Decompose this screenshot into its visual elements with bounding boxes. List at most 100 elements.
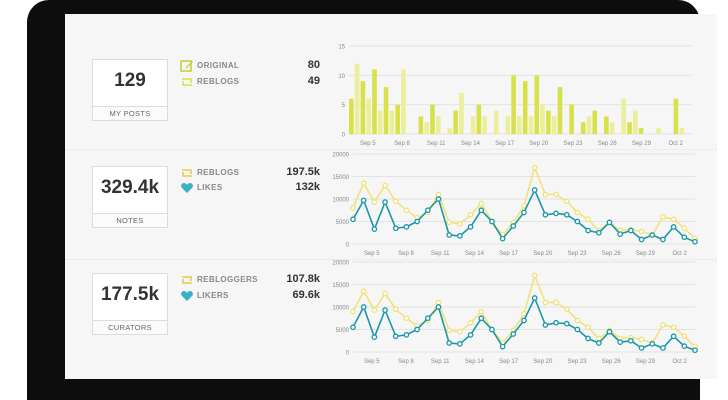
bar [349,98,354,134]
data-point [467,211,474,218]
bar [366,98,371,134]
x-tick-label: Sep 17 [499,359,519,365]
bar [627,122,632,134]
x-tick-label: Sep 5 [364,251,380,257]
bar [372,69,377,134]
x-tick-label: Sep 11 [431,359,450,365]
curators-label: CURATORS [93,320,167,334]
legend-original: ORIGINAL 80 [180,59,320,73]
data-point [681,234,688,241]
x-tick-label: Sep 14 [465,251,485,257]
y-tick-label: 10 [338,74,345,80]
x-tick-label: Sep 14 [465,359,485,365]
bar [482,116,487,134]
data-point [457,341,463,347]
data-point [435,299,442,306]
data-point [542,211,549,218]
data-point [467,332,474,338]
bar [540,104,545,134]
heart-icon [181,183,193,193]
bar [505,116,511,134]
data-point [617,339,624,345]
bar [534,75,540,134]
y-tick-label: 0 [342,133,346,139]
row-divider [65,149,717,150]
bar [511,75,516,134]
x-tick-label: Sep 29 [636,251,656,257]
bar [633,110,638,134]
x-tick-label: Sep 23 [567,251,587,257]
data-point [585,324,591,331]
data-point [521,209,527,216]
y-tick-label: 5 [342,103,346,109]
data-point [660,345,666,351]
data-point [531,187,538,193]
data-point [595,340,602,346]
legend-notes-reblogs: REBLOGS 197.5k [180,166,320,180]
x-tick-label: Sep 20 [533,251,553,257]
data-point [457,233,463,239]
data-point [553,191,559,198]
data-point [350,216,356,223]
data-point [392,225,399,232]
data-point [638,336,645,343]
x-tick-label: Sep 26 [598,141,618,147]
y-tick-label: 5000 [336,328,350,334]
bar [377,110,383,134]
data-point [542,191,549,198]
legend-notes-likes: LIKES 132k [180,181,320,195]
x-tick-label: Sep 26 [602,251,622,257]
data-point [510,331,517,337]
posts-label: MY POSTS [93,106,167,120]
bar [528,116,534,134]
data-point [424,315,431,322]
data-point [499,235,506,242]
reblog-icon [182,78,192,86]
y-tick-label: 15000 [332,175,349,181]
data-point [435,191,442,198]
data-point [435,196,442,202]
bar [447,128,453,134]
curators-stat-box[interactable]: 177.5k CURATORS [92,273,168,335]
y-tick-label: 10000 [332,198,349,204]
bar [679,128,685,134]
bar [476,104,482,134]
x-tick-label: Sep 20 [529,141,549,147]
data-point [478,207,485,214]
row-divider [65,259,717,260]
x-tick-label: Sep 8 [398,359,414,365]
series-line [352,188,696,243]
notes-count: 329.4k [100,177,160,198]
bar [401,69,406,134]
data-point [521,310,527,317]
data-point [371,226,378,233]
data-point [574,317,581,324]
bar [546,110,551,134]
data-point [692,347,698,354]
x-tick-label: Oct 2 [672,359,687,365]
notes-label: NOTES [93,213,167,227]
x-tick-label: Sep 20 [533,359,553,365]
bar [360,81,366,134]
posts-stat-box[interactable]: 129 MY POSTS [92,59,168,121]
legend-rebloggers: REBLOGGERS 107.8k [180,273,320,287]
tablet-frame: 129 MY POSTS ORIGINAL 80 REBLOGS 49 0 5 10… [27,0,717,400]
series-line [352,295,696,351]
data-point [574,326,581,333]
bar [470,116,476,134]
bar [609,122,615,134]
y-tick-label: 0 [346,351,350,357]
data-point [382,199,388,206]
x-tick-label: Sep 5 [364,359,380,365]
data-point [403,332,410,338]
y-tick-label: 0 [346,243,350,249]
data-point [382,307,388,314]
x-tick-label: Sep 29 [632,141,652,147]
data-point [403,315,410,322]
data-point [521,317,527,324]
bar [621,98,627,134]
data-point [617,231,624,237]
data-point [446,232,453,238]
bar [395,104,400,134]
notes-stat-box[interactable]: 329.4k NOTES [92,166,168,228]
